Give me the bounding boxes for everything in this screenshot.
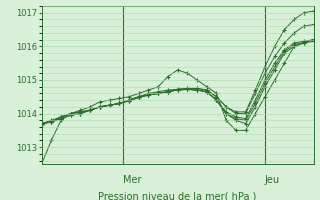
Text: Mer: Mer	[123, 175, 142, 185]
Text: Pression niveau de la mer( hPa ): Pression niveau de la mer( hPa )	[99, 192, 257, 200]
Text: Jeu: Jeu	[265, 175, 280, 185]
